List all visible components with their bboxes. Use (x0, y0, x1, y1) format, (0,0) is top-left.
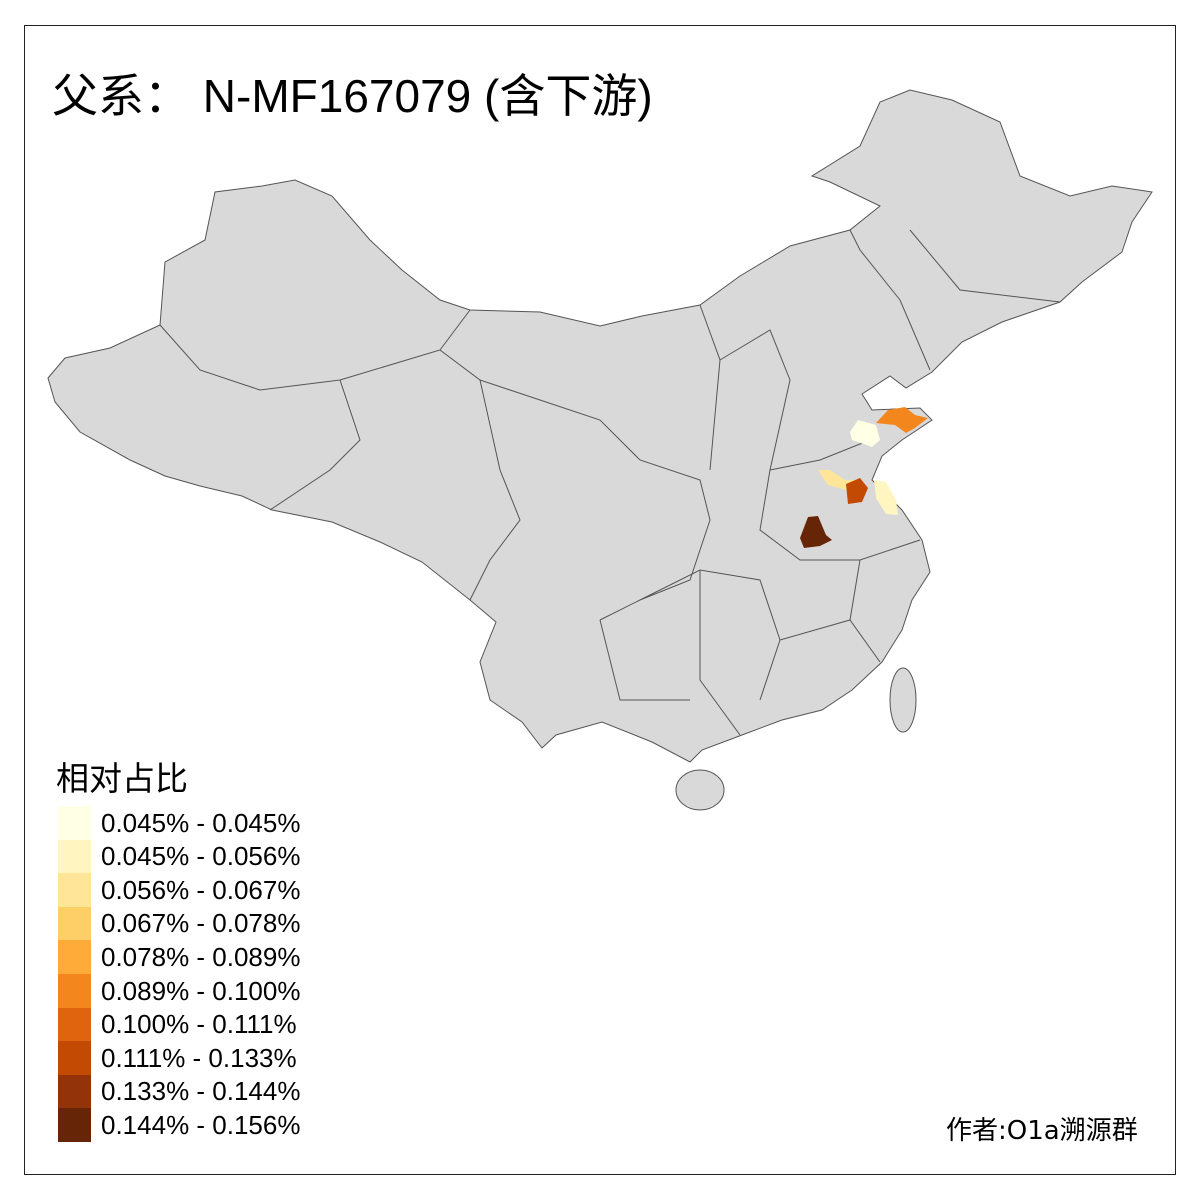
legend-label: 0.045% - 0.056% (101, 841, 301, 872)
legend-swatch (58, 1041, 91, 1076)
legend-label: 0.067% - 0.078% (101, 908, 301, 939)
legend-item: 0.045% - 0.056% (58, 839, 301, 874)
legend-item: 0.056% - 0.067% (58, 873, 301, 908)
region-0.111-0.133 (846, 478, 868, 504)
legend-item: 0.111% - 0.133% (58, 1041, 297, 1076)
legend-swatch (58, 1007, 91, 1042)
legend-swatch (58, 974, 91, 1008)
legend-item: 0.133% - 0.144% (58, 1074, 301, 1109)
legend-item: 0.144% - 0.156% (58, 1108, 301, 1143)
legend-swatch (58, 806, 91, 840)
legend-title: 相对占比 (56, 759, 188, 798)
legend-swatch (58, 839, 91, 874)
legend-swatch (58, 1074, 91, 1109)
legend-label: 0.133% - 0.144% (101, 1076, 301, 1107)
legend-swatch (58, 1108, 91, 1143)
plot-border (24, 25, 1176, 1175)
legend-label: 0.144% - 0.156% (101, 1109, 301, 1140)
legend-item: 0.067% - 0.078% (58, 906, 301, 941)
region-0.144-0.156 (800, 516, 832, 548)
legend-label: 0.089% - 0.100% (101, 975, 301, 1006)
province-borders (159, 229, 1061, 736)
author-credit: 作者:O1a溯源群 (946, 1116, 1138, 1146)
map-title: 父系： N-MF167079 (含下游) (52, 70, 653, 122)
legend-item: 0.089% - 0.100% (58, 974, 300, 1008)
region-0.045 (850, 420, 880, 447)
taiwan-island (889, 667, 917, 733)
legend-label: 0.111% - 0.133% (101, 1042, 297, 1073)
legend-item: 0.045% - 0.045% (58, 806, 300, 840)
legend-swatch (58, 940, 91, 975)
legend-swatch (58, 873, 91, 908)
china-mainland (47, 89, 1153, 763)
legend-label: 0.100% - 0.111% (101, 1009, 297, 1040)
legend-swatch (58, 906, 91, 941)
legend-item: 0.078% - 0.089% (58, 940, 301, 975)
hainan-island (675, 769, 725, 811)
region-0.045-0.056 (874, 480, 898, 515)
legend-label: 0.045% - 0.045% (101, 807, 301, 838)
region-0.089-0.100 (876, 407, 928, 433)
legend-label: 0.056% - 0.067% (101, 874, 301, 905)
legend-item: 0.100% - 0.111% (58, 1007, 297, 1042)
legend-label: 0.078% - 0.089% (101, 941, 301, 972)
